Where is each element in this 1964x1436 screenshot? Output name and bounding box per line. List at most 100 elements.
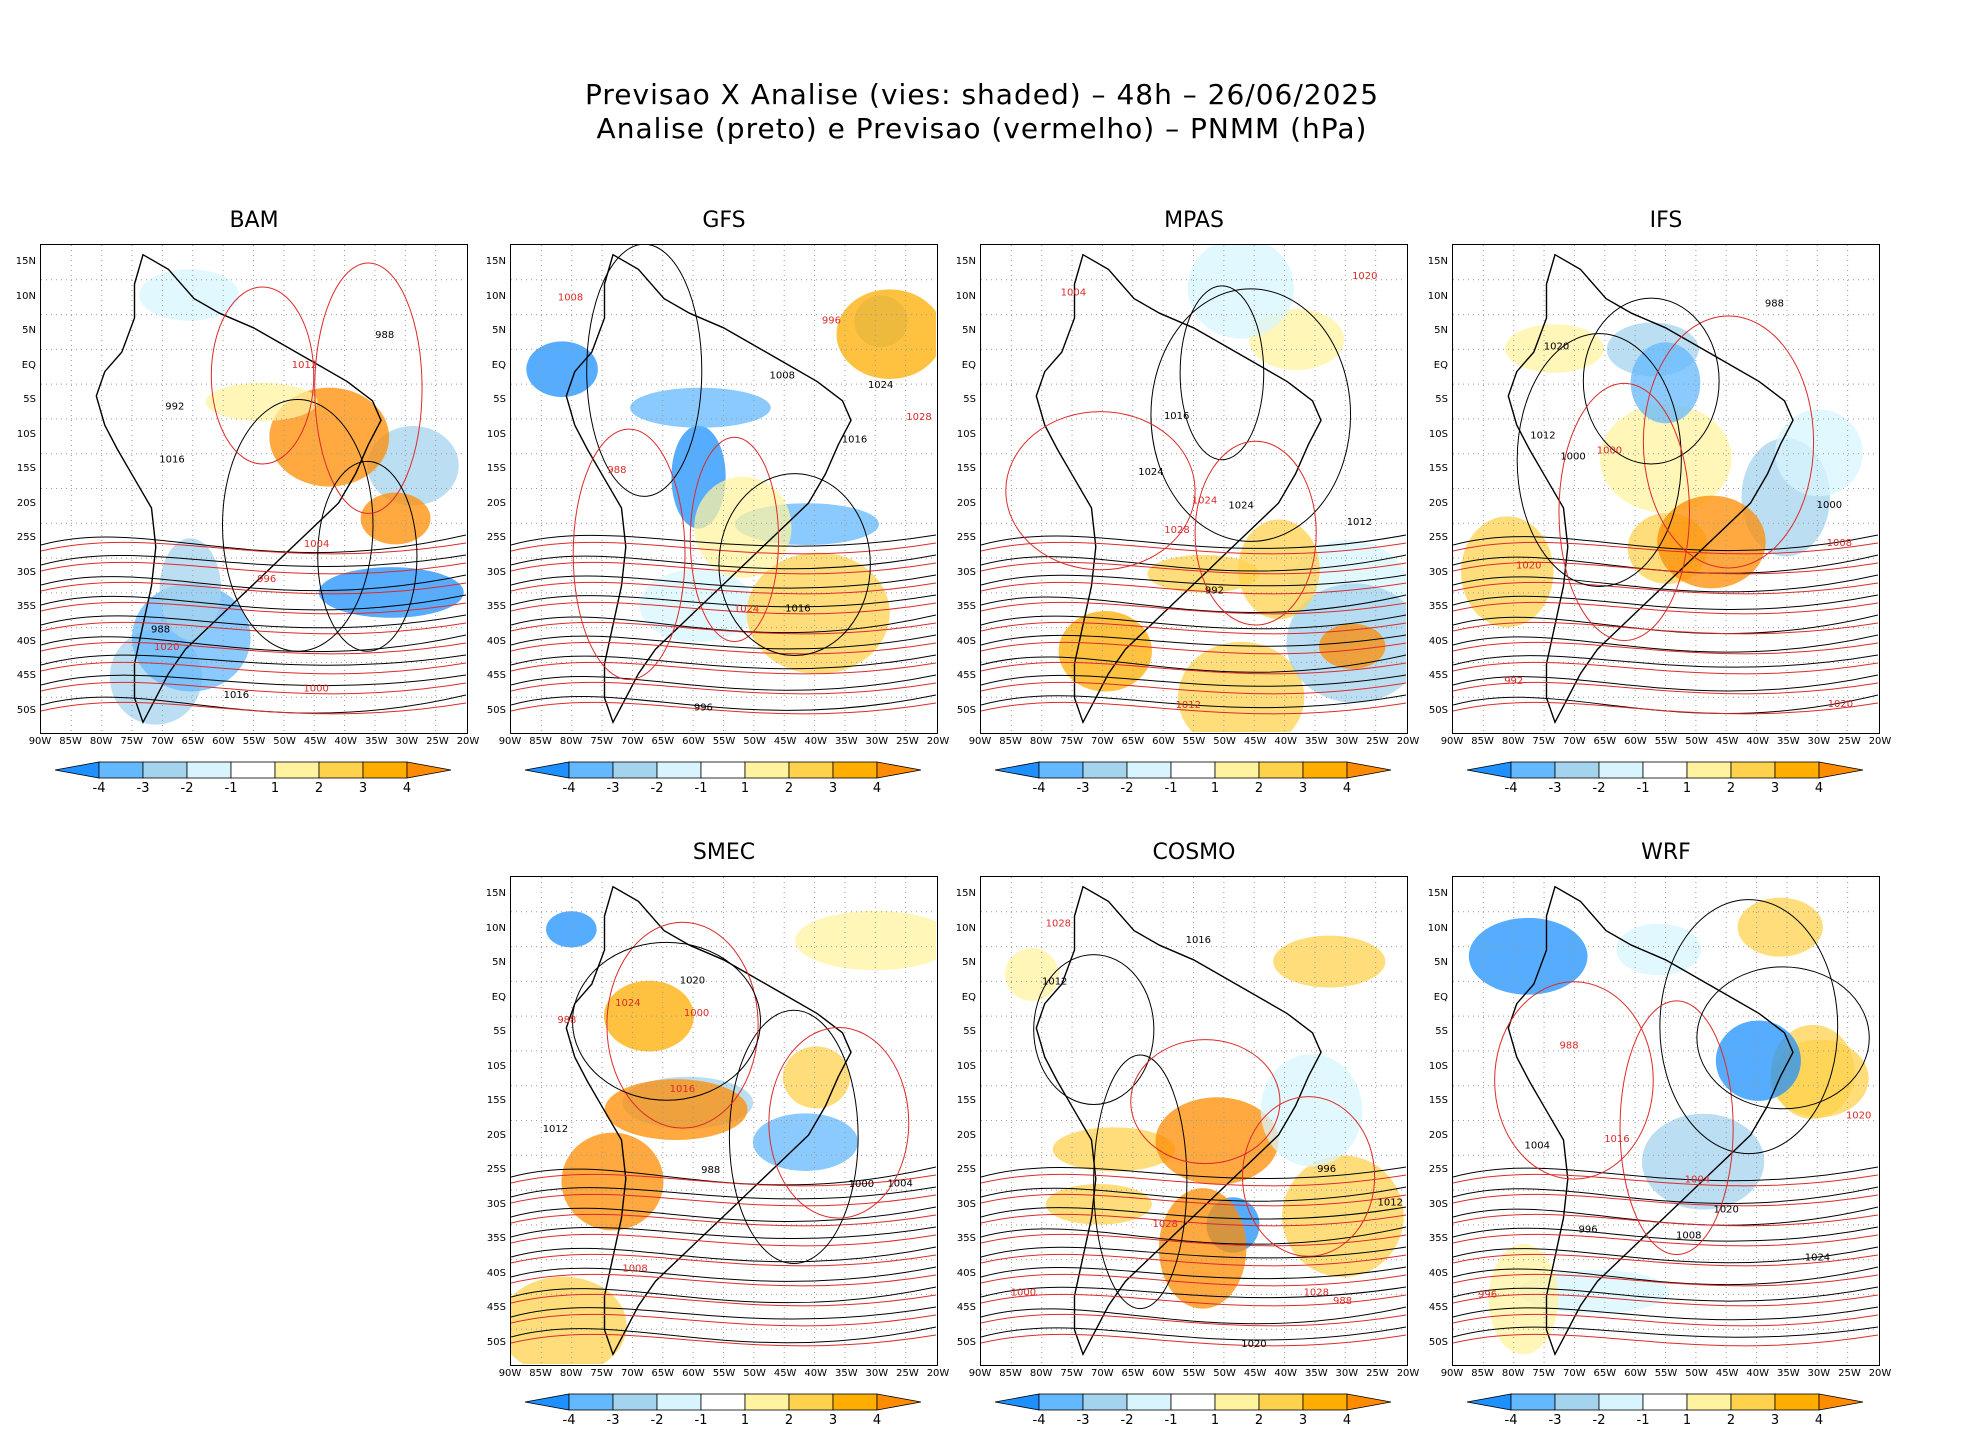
forecast-isobar [511,1173,936,1187]
lon-tick-label: 80W [1501,1368,1525,1379]
forecast-isobar [981,1253,1406,1267]
forecast-isobar [1453,1333,1878,1347]
figure-title: Previsao X Analise (vies: shaded) – 48h … [584,78,1380,111]
lon-tick-label: 55W [712,1368,736,1379]
colorbar-label: -1 [225,781,238,796]
lon-tick-label: 75W [1532,1368,1556,1379]
analysis-isobar [511,1306,936,1320]
colorbar-segment [1170,1393,1216,1411]
lon-tick-label: 60W [1624,736,1647,747]
lat-tick-label: 5S [1435,394,1448,405]
analysis-isobar [1453,574,1878,593]
analysis-isobar [981,1326,1406,1341]
contour-label: 1020 [1828,699,1853,710]
colorbar-segment [1554,1393,1600,1411]
panel-title: GFS [702,208,746,233]
colorbar-label: 3 [829,781,837,796]
forecast-isobar [511,1313,936,1327]
bias-shading [1737,897,1823,957]
analysis-isobar [511,1246,936,1263]
lon-tick-label: 35W [364,736,388,747]
lat-tick-label: 25S [1428,532,1448,543]
analysis-isobar [41,594,466,611]
lat-tick-label: 35S [1428,1233,1448,1244]
lat-tick-label: 10N [485,290,506,302]
colorbar-segment [524,761,570,779]
lon-tick-label: 50W [273,736,296,747]
analysis-isobar [1453,1226,1878,1242]
colorbar-label: -2 [1121,781,1134,796]
lat-tick-label: 10N [955,922,976,934]
contour-label: 992 [165,402,184,413]
lat-tick-label: 50S [16,704,36,716]
lon-tick-label: 40W [1746,1368,1770,1379]
analysis-isobar [317,460,418,652]
analysis-isobar [1582,297,1720,465]
colorbar-segment [994,1393,1040,1411]
contour-label: 1020 [154,642,179,653]
lat-tick-label: 10N [1427,922,1448,934]
analysis-isobar [511,634,936,650]
contour-label: 1008 [622,1264,647,1275]
colorbar-segment [98,761,144,779]
colorbar-segment [1598,761,1644,779]
lat-tick-label: 15N [15,256,36,267]
lat-tick-label: 50S [956,1336,976,1348]
lat-tick-label: 40S [486,635,506,647]
lat-tick-label: 45S [486,1302,506,1313]
forecast-isobar [981,561,1406,575]
contour-label: 1020 [680,976,705,987]
bias-shading [159,538,221,640]
analysis-isobar [981,534,1406,549]
colorbar-label: 2 [785,1413,793,1428]
forecast-isobar [511,1333,936,1347]
lat-tick-label: 20S [486,1129,506,1141]
lat-tick-label: 40S [956,635,976,647]
lon-tick-label: 55W [1654,1368,1678,1379]
lat-tick-label: 30S [16,566,36,578]
bias-shading [782,1046,850,1109]
colorbar-segment [1774,1393,1820,1411]
lat-tick-label: 10S [956,1060,976,1072]
colorbar-segment [1818,761,1864,779]
analysis-isobar [511,1206,936,1222]
contour-label: 1024 [1192,496,1217,507]
forecast-isobar [1453,701,1878,715]
bias-shading [1641,1113,1765,1210]
colorbar-label: 3 [829,1413,837,1428]
bias-shading [1616,923,1701,976]
lon-tick-label: 85W [1471,1368,1494,1379]
analysis-isobar [1179,285,1265,461]
lat-tick-label: 15S [486,1095,506,1106]
colorbar-segment [612,1393,658,1411]
contour-label: 1016 [1604,1134,1629,1145]
contour-label: 1000 [849,1179,874,1190]
lon-tick-label: 70W [1090,1368,1114,1379]
analysis-isobar [981,1246,1406,1259]
analysis-isobar [41,534,466,554]
lat-tick-label: 40S [1428,1267,1448,1279]
colorbar-label: -4 [563,781,576,796]
forecast-isobar [981,1333,1406,1347]
lon-tick-label: 60W [682,1368,705,1379]
colorbar-segment [744,761,790,779]
map-canvas: 1016 1004 988 1000 1016 996 988 1012 992 1020 [41,245,466,732]
lon-tick-label: 70W [620,736,644,747]
lon-tick-label: 80W [1501,736,1525,747]
map-panel: 1016 1004 988 1000 1016 996 988 1012 992 1020 [40,244,468,734]
bias-shading [511,1276,627,1364]
colorbar-segment [362,761,408,779]
analysis-isobar [511,1226,936,1239]
lon-tick-label: 85W [999,736,1022,747]
colorbar-label: 1 [1683,1413,1691,1428]
lon-tick-label: 20W [1868,736,1892,747]
lat-tick-label: EQ [961,359,976,371]
forecast-isobar [1453,1293,1878,1307]
panel-title: SMEC [692,840,756,865]
colorbar-segment [1686,761,1732,779]
map-canvas: 1012 1020 1020 1000 988 1008 1000 992 1000 1020 [1453,245,1878,732]
lon-tick-label: 90W [1440,736,1464,747]
lat-tick-label: 45S [16,670,36,681]
lon-tick-label: 90W [498,1368,522,1379]
contour-label: 1012 [1175,700,1200,711]
